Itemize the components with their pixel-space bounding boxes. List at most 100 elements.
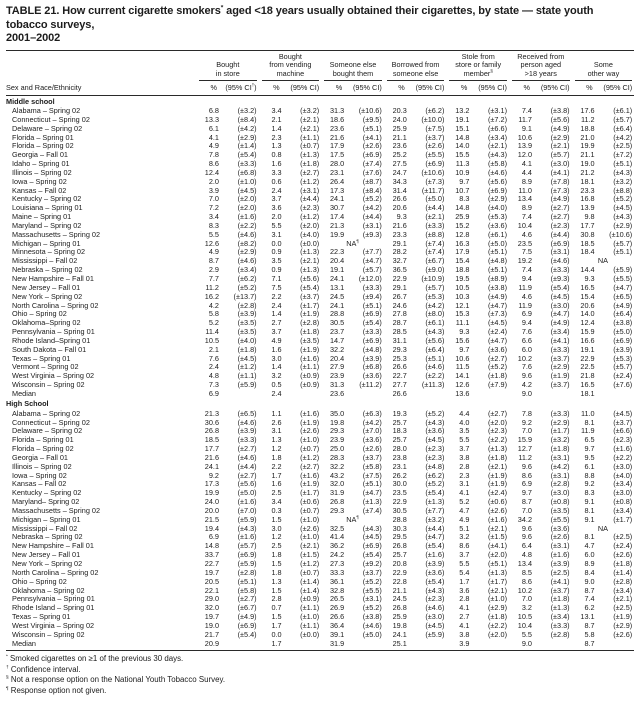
pct-cell: 3.7 [459,444,470,454]
ci-cell: (±4.9) [613,300,633,310]
pct-cell: 7.8 [208,150,219,160]
ci-cell: (±3.3) [550,408,570,418]
pct-cell: 32.2 [329,344,345,354]
ci-cell: (±5.9) [425,629,445,639]
ci-cell: (±3.4) [613,479,633,489]
table-row: Maine – Spring 01 3.4 (±1.6) 2.0 (±1.2) 17.4 (… [6,212,634,222]
ci-cell: (±5.2) [362,194,382,204]
ci-cell: (±5.1) [487,265,507,275]
ci-cell: (±7.0) [362,426,382,436]
ci-cell: (±1.2) [300,212,320,222]
row-label: Vermont – Spring 02 [12,362,79,372]
ci-cell: (±6.6) [487,123,507,133]
row-label: Delaware – Spring 02 [12,123,83,133]
ci-cell: (±7.0) [237,505,257,515]
ci-cell: (±3.4) [487,132,507,142]
table-row: Massachusetts – Spring 02 20.0 (±7.0) 0.3 (±… [6,505,634,516]
ci-cell: (±2.6) [613,629,633,639]
pct-cell: 0.7 [271,603,282,613]
ci-cell: (±4.6) [237,417,257,427]
ci-cell: (±9.2) [362,559,382,568]
row-label: Maine – Spring 01 [12,212,72,222]
pct-cell: 26.8 [392,603,407,613]
pct-cell: 6.0 [584,550,595,560]
ci-cell: (±5.2) [425,408,445,418]
pct-cell: 22.7 [392,371,407,381]
pct-cell: 2.9 [208,265,219,275]
ci-cell: (±4.4) [362,212,382,222]
table-row: Wisconsin – Spring 02 7.3 (±5.9) 0.5 (±0.9) 3… [6,380,634,390]
pct-cell: 26.6 [329,612,345,622]
table-row: Ohio – Spring 02 20.5 (±5.1) 1.3 (±1.4) 36.1 (… [6,576,634,587]
pct-cell: 28.5 [392,327,407,337]
ci-cell: (±8.8) [613,185,633,195]
ci-cell: (±4.5) [237,353,257,363]
pct-cell: 2.7 [271,318,282,328]
ci-cell: (±3.7) [362,452,382,462]
ci-cell: (±5.1) [487,559,507,568]
ci-cell: (±3.0) [613,488,633,498]
pct-cell: 29.1 [392,282,407,292]
footnote-smoked-definition: * Smoked cigarettes on ≥1 of the previou… [6,653,184,663]
pct-header: % [571,81,596,97]
row-label: Rhode Island – Spring 01 [12,603,95,613]
ci-cell: (±1.7) [487,576,507,586]
ci-cell: (±5.1) [362,479,382,489]
ci-cell: (±4.0) [237,335,257,345]
pct-cell: 7.2 [208,203,219,213]
ci-cell: (±10.9) [421,274,445,283]
ci-cell: (±3.7) [613,417,633,427]
ci-header: (95% CI†) [220,81,259,97]
ci-cell: (±7.7) [362,247,382,257]
ci-cell: (±5.4) [237,629,257,639]
table-row: Pennsylvania – Spring 01 29.0 (±2.7) 2.8 (±0… [6,595,634,604]
pct-cell: 6.2 [584,603,595,613]
pct-cell: 4.4 [521,167,532,177]
row-label: Michigan – Spring 01 [12,238,81,248]
pct-cell: 3.8 [459,452,470,462]
ci-cell: (±1.8) [300,327,320,337]
ci-cell: (±2.3) [613,435,633,445]
pct-cell: 30.5 [329,318,345,328]
ci-cell: (±6.9) [487,185,507,195]
pct-cell: 17.9 [455,247,470,257]
pct-cell: 5.1 [459,523,470,533]
ci-cell: (±2.1) [487,461,507,471]
pct-cell: 26.6 [392,194,407,204]
ci-cell: (±8.2) [237,238,257,248]
pct-cell: 23.6 [329,123,345,133]
table-row: Georgia – Fall 01 7.8 (±5.4) 0.8 (±1.3) 17.5 (… [6,150,634,160]
pct-cell: 30.3 [392,523,407,533]
pct-cell: 11.2 [205,282,219,292]
pct-cell: 10.5 [517,612,532,622]
ci-cell: (±8.8) [425,229,445,239]
pct-cell: 1.8 [271,550,282,560]
ci-cell: (±3.0) [550,159,570,169]
ci-cell: (±6.9) [425,159,445,169]
row-label: New Jersey – Fall 01 [12,282,81,292]
ci-cell: (±1.8) [237,344,257,354]
pct-cell: 21.7 [204,629,219,639]
pct-cell: 1.4 [271,309,282,319]
pct-cell: 22.7 [204,559,219,568]
pct-cell: 25.9 [392,123,407,133]
ci-cell: (±10.6) [609,229,633,239]
pct-cell: 11.9 [580,426,595,436]
ci-cell: (±5.4) [237,150,257,160]
ci-cell: (±3.6) [362,435,382,445]
ci-cell: (±1.9) [487,479,507,489]
row-label: Kentucky – Spring 02 [12,194,82,204]
table-row: New Hampshire – Fall 01 14.8 (±5.7) 2.5 (±2.… [6,541,634,551]
ci-cell: (±3.5) [300,335,320,345]
pct-cell: 1.5 [271,514,282,524]
ci-cell: (±6.2) [237,274,257,283]
pct-cell: 17.5 [329,150,345,160]
ci-cell: (±1.4) [237,141,257,151]
table-row: Median 20.9 1.7 31.9 25.1 3.9 9.0 8.7 [6,639,635,651]
pct-cell: 25.7 [392,550,407,560]
pct-cell: 10.5 [204,335,219,345]
ci-cell: (±0.0) [300,238,320,248]
pct-cell: 2.4 [271,185,282,195]
ci-cell: (±7.3) [425,176,445,186]
row-label: Kansas – Fall 02 [12,479,67,489]
